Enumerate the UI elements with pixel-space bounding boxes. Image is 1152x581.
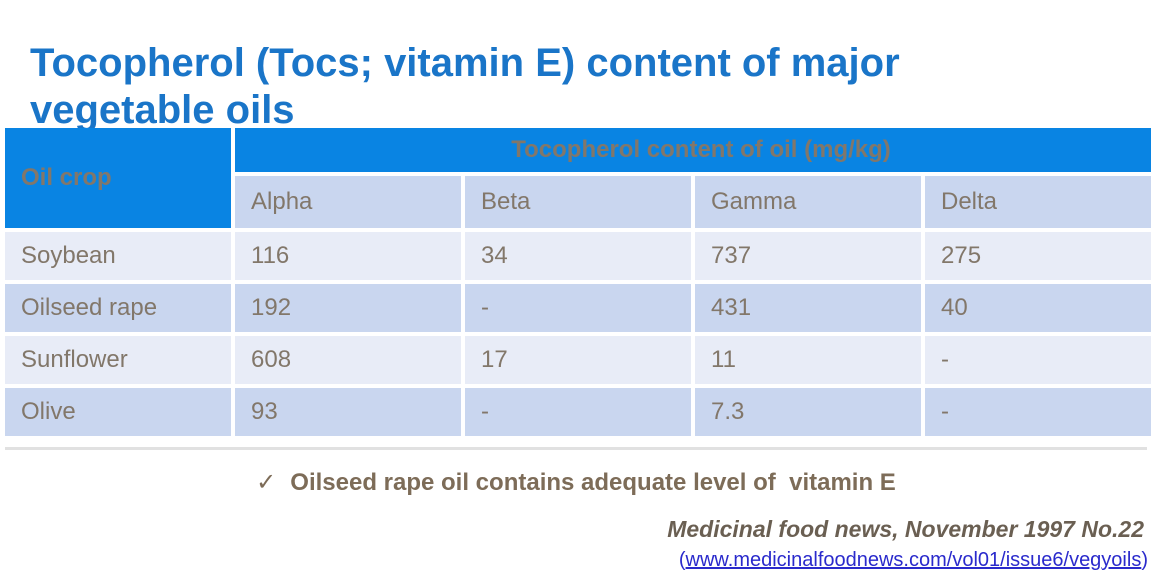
- key-point: ✓ Oilseed rape oil contains adequate leve…: [0, 468, 1152, 497]
- value-cell: 608: [235, 336, 461, 384]
- table-row: Olive 93 - 7.3 -: [5, 388, 1152, 436]
- value-cell: -: [925, 388, 1152, 436]
- source-link[interactable]: www.medicinalfoodnews.com/vol01/issue6/v…: [685, 549, 1142, 571]
- value-cell: 93: [235, 388, 461, 436]
- table-header-row: Oil crop Tocopherol content of oil (mg/k…: [5, 128, 1152, 228]
- value-cell: 116: [235, 232, 461, 280]
- source-link-line: (www.medicinalfoodnews.com/vol01/issue6/…: [679, 549, 1148, 572]
- row-label-cell: Soybean: [5, 232, 231, 280]
- table-row: Oilseed rape 192 - 431 40: [5, 284, 1152, 332]
- oil-crop-header-cell: Oil crop: [5, 128, 231, 228]
- value-cell: -: [465, 388, 691, 436]
- value-cell: 737: [695, 232, 921, 280]
- table-subheader-row: Alpha Beta Gamma Delta: [5, 176, 1152, 228]
- value-cell: -: [925, 336, 1152, 384]
- value-cell: 40: [925, 284, 1152, 332]
- column-header-alpha: Alpha: [235, 176, 461, 228]
- tocopherol-table: Oil crop Tocopherol content of oil (mg/k…: [1, 124, 1152, 440]
- group-header-cell: Tocopherol content of oil (mg/kg): [235, 128, 1152, 172]
- page-title: Tocopherol (Tocs; vitamin E) content of …: [30, 40, 900, 134]
- value-cell: 275: [925, 232, 1152, 280]
- key-point-text: Oilseed rape oil contains adequate level…: [290, 469, 896, 496]
- value-cell: 431: [695, 284, 921, 332]
- column-header-delta: Delta: [925, 176, 1152, 228]
- citation: Medicinal food news, November 1997 No.22: [667, 516, 1144, 542]
- value-cell: 34: [465, 232, 691, 280]
- table-row: Sunflower 608 17 11 -: [5, 336, 1152, 384]
- check-icon: ✓: [256, 469, 277, 496]
- page-title-line1: Tocopherol (Tocs; vitamin E) content of …: [30, 40, 900, 85]
- link-paren-close: ): [1141, 549, 1148, 571]
- table-bottom-divider: [5, 447, 1147, 450]
- value-cell: 192: [235, 284, 461, 332]
- page-title-line2: vegetable oils: [30, 87, 295, 132]
- value-cell: 11: [695, 336, 921, 384]
- value-cell: -: [465, 284, 691, 332]
- column-header-beta: Beta: [465, 176, 691, 228]
- column-header-gamma: Gamma: [695, 176, 921, 228]
- row-label-cell: Oilseed rape: [5, 284, 231, 332]
- value-cell: 7.3: [695, 388, 921, 436]
- link-paren-open: (: [678, 549, 686, 571]
- table-row: Soybean 116 34 737 275: [5, 232, 1152, 280]
- value-cell: 17: [465, 336, 691, 384]
- row-label-cell: Sunflower: [5, 336, 231, 384]
- row-label-cell: Olive: [5, 388, 231, 436]
